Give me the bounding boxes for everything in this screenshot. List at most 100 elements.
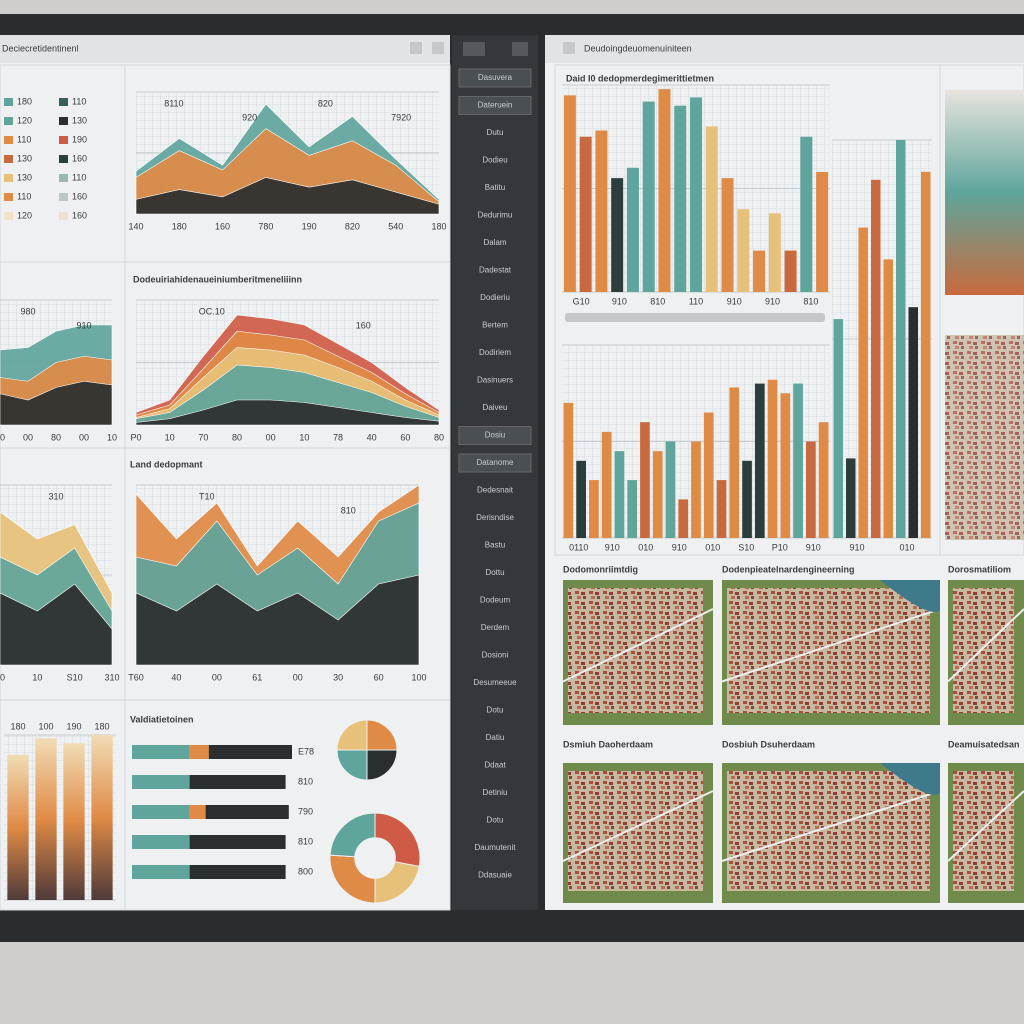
- menu-item[interactable]: Dasinuers: [477, 376, 513, 385]
- pie-slice: [366, 749, 398, 781]
- menu-item[interactable]: Derisndise: [476, 513, 514, 522]
- x-tick-label: 780: [258, 221, 273, 231]
- bar: [784, 250, 797, 292]
- bar: [768, 213, 781, 292]
- hbar-segment: [132, 865, 190, 879]
- x-tick-label: 910: [605, 542, 620, 552]
- x-tick-label: 30: [333, 672, 343, 682]
- legend-swatch: [4, 212, 13, 220]
- x-tick-label: 00: [23, 432, 33, 442]
- x-tick-label: 10: [0, 672, 5, 682]
- bar: [767, 379, 778, 538]
- menu-item[interactable]: Dodieu: [482, 156, 507, 165]
- menu-highlight[interactable]: [458, 96, 532, 115]
- menu-item[interactable]: Derdem: [481, 623, 510, 632]
- legend-label: 110: [72, 96, 86, 106]
- bar: [883, 259, 893, 538]
- x-tick-label: 0110: [569, 542, 588, 552]
- pie-slice: [329, 854, 376, 904]
- hbar-segment: [189, 745, 209, 759]
- map-caption: Dosbiuh Dsuherdaam: [722, 739, 815, 749]
- menu-item[interactable]: Ddaat: [484, 761, 506, 770]
- menu-item[interactable]: Dotu: [487, 706, 504, 715]
- header-icon[interactable]: [512, 42, 528, 56]
- menu-item[interactable]: Dodiriem: [479, 348, 511, 357]
- x-tick-label: 00: [293, 672, 303, 682]
- legend-swatch: [59, 98, 68, 106]
- menu-item[interactable]: Bertem: [482, 321, 508, 330]
- x-tick-label: 80: [434, 432, 444, 442]
- menu-item[interactable]: Ddasuaie: [478, 871, 512, 880]
- chart-title: Dodeuiriahidenaueiniumberitmeneliiinn: [133, 274, 302, 284]
- sidebar-menu: Dasuvera Dateruein Dutu Dodieu Batitu Dedurim…: [458, 68, 532, 880]
- x-tick-label: 100: [411, 672, 426, 682]
- legend-swatch: [59, 174, 68, 182]
- x-tick-label: 10: [299, 432, 309, 442]
- legend-label: 190: [72, 134, 87, 144]
- menu-item[interactable]: Daumutenit: [475, 843, 517, 852]
- x-tick-label: S10: [67, 672, 83, 682]
- menu-item[interactable]: Dottu: [485, 568, 504, 577]
- x-tick-label: 180: [172, 221, 187, 231]
- header-icon[interactable]: [410, 42, 422, 54]
- menu-item[interactable]: Dutu: [487, 128, 504, 137]
- header-icon[interactable]: [563, 42, 575, 54]
- pie-slice: [336, 719, 368, 751]
- header-icon[interactable]: [463, 42, 485, 56]
- bar: [806, 441, 816, 538]
- menu-highlight[interactable]: [458, 68, 532, 88]
- area: [0, 380, 113, 426]
- legend-label: 110: [17, 134, 31, 144]
- bar: [601, 431, 612, 538]
- menu-item[interactable]: Daiveu: [483, 403, 508, 412]
- annotation: 310: [48, 491, 63, 501]
- menu-item[interactable]: Datiu: [486, 733, 505, 742]
- menu-item[interactable]: Dodieriu: [480, 293, 510, 302]
- area: [135, 574, 420, 666]
- bar: [563, 95, 576, 292]
- menu-item[interactable]: Desumeeue: [473, 678, 517, 687]
- hbar-segment: [189, 775, 286, 789]
- pie-slice: [366, 719, 398, 751]
- header-icon[interactable]: [432, 42, 444, 54]
- bar: [800, 136, 813, 292]
- menu-item[interactable]: Dotu: [487, 816, 504, 825]
- menu-highlight[interactable]: [458, 453, 532, 473]
- hbar-segment: [132, 835, 190, 849]
- menu-item[interactable]: Datanome: [477, 458, 514, 467]
- slider[interactable]: [565, 313, 825, 322]
- bar: [91, 735, 113, 900]
- area: [0, 583, 113, 666]
- menu-item[interactable]: Dodeum: [480, 596, 511, 605]
- legend-swatch: [59, 117, 68, 125]
- legend-label: 180: [17, 96, 32, 106]
- menu-item[interactable]: Bastu: [485, 541, 505, 550]
- legend-swatch: [4, 117, 13, 125]
- legend-swatch: [59, 193, 68, 201]
- menu-item[interactable]: Batitu: [485, 183, 505, 192]
- menu-item[interactable]: Dedesnait: [477, 486, 514, 495]
- bar: [627, 480, 638, 538]
- menu-highlight[interactable]: [458, 426, 532, 445]
- x-tick-label: 910: [672, 542, 687, 552]
- x-tick-label: 910: [806, 542, 821, 552]
- map-town: [568, 771, 703, 891]
- hbar-segment: [208, 745, 292, 759]
- menu-item[interactable]: Detiniu: [483, 788, 508, 797]
- x-tick-label: 10: [32, 672, 42, 682]
- menu-item[interactable]: Dasuvera: [478, 73, 513, 82]
- menu-item[interactable]: Dadestat: [479, 266, 512, 275]
- panel-borders: [0, 64, 1024, 911]
- menu-item[interactable]: Dosiu: [485, 431, 505, 440]
- menu-item[interactable]: Dalam: [483, 238, 506, 247]
- map-road: [947, 790, 1024, 862]
- x-tick-label: 00: [266, 432, 276, 442]
- menu-item[interactable]: Dateruein: [478, 101, 513, 110]
- row-label: 790: [298, 806, 313, 816]
- right-title: Deudoingdeuomenuiniteen: [584, 43, 692, 53]
- bar: [611, 178, 624, 292]
- menu-item[interactable]: Dosioni: [482, 651, 509, 660]
- x-tick-label: 60: [400, 432, 410, 442]
- menu-item[interactable]: Dedurimu: [478, 211, 513, 220]
- bar: [742, 460, 752, 538]
